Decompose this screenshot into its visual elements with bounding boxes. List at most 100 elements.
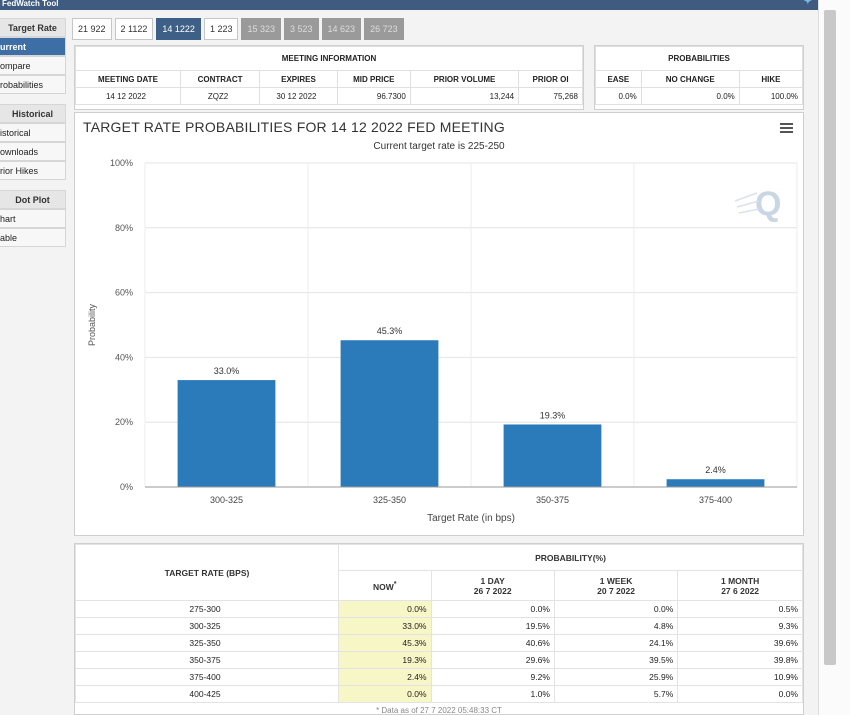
bar-value-label: 19.3% [540,410,566,420]
meeting-info-header: EXPIRES [259,70,338,88]
chart-menu-icon[interactable] [780,123,793,135]
rate-range-cell: 400-425 [75,685,339,703]
meeting-info-value: ZQZ2 [179,87,261,105]
y-tick-label: 40% [115,352,133,362]
meeting-info-title: MEETING INFORMATION [75,46,583,71]
probability-cell: 2.4% [338,668,432,686]
sidebar-item-dot-plot[interactable]: Dot Plot [0,190,66,209]
probability-cell: 5.7% [553,685,679,703]
sidebar-item-target-rate[interactable]: Target Rate [0,18,66,37]
tab-meeting-7[interactable]: 26 723 [364,18,404,40]
meeting-info-header: CONTRACT [179,70,261,88]
watermark-logo: Q [734,185,781,223]
bar [340,340,439,487]
x-axis-title: Target Rate (in bps) [427,513,515,524]
meeting-tabs: 21 922 2 1122 14 1222 1 223 15 323 3 523 14 62… [72,18,404,40]
column-date: 26 7 2022 [473,585,512,596]
chart-title: TARGET RATE PROBABILITIES FOR 14 12 2022… [83,119,505,135]
meeting-info-value: 96.7300 [336,87,411,105]
column-title: 1 WEEK [599,575,633,586]
tab-meeting-5[interactable]: 3 523 [284,18,319,40]
rate-range-cell: 275-300 [75,600,339,618]
meeting-info-header: PRIOR VOLUME [409,70,520,88]
twitter-icon[interactable]: ✦ [803,0,812,7]
probabilities-header: EASE [595,70,642,88]
probabilities-header: HIKE [738,70,804,88]
x-tick-label: 375-400 [699,495,732,505]
target-rate-header: TARGET RATE (BPS) [75,544,339,601]
sidebar-item-ompare[interactable]: ompare [0,56,66,75]
tab-meeting-1[interactable]: 2 1122 [114,18,154,40]
bar-chart: Q 0% 20% 40% 60% 80% 100% 33.0% 300-325 45.3% 325… [87,158,798,524]
sidebar: Target Rate urrent ompare robabilities Histo… [0,18,66,247]
probability-table-panel: TARGET RATE (BPS) PROBABILITY(%) NOW* 1 D… [74,543,804,715]
tab-meeting-2[interactable]: 14 1222 [156,18,201,40]
meeting-info-header: MEETING DATE [75,70,181,88]
probability-cell: 0.0% [430,600,555,618]
rate-range-cell: 350-375 [75,651,339,669]
y-tick-label: 100% [110,158,133,168]
y-tick-label: 80% [115,223,133,233]
y-tick-label: 0% [120,482,133,492]
sidebar-item-historical[interactable]: Historical [0,104,66,123]
meeting-info-header: MID PRICE [336,70,411,88]
app-header: FedWatch Tool ✦ [0,0,818,10]
column-date: 20 7 2022 [597,585,635,596]
sidebar-item-ownloads[interactable]: ownloads [0,142,66,161]
sidebar-item-robabilities[interactable]: robabilities [0,75,66,94]
probability-cell: 0.0% [677,685,803,703]
chart-subtitle: Current target rate is 225-250 [373,141,505,152]
meeting-info-header: PRIOR OI [518,70,583,88]
meeting-info-value: 30 12 2022 [259,87,338,105]
tab-meeting-6[interactable]: 14 623 [321,18,362,40]
x-tick-label: 325-350 [373,495,406,505]
rate-range-cell: 375-400 [75,668,339,686]
probability-cell: 19.3% [338,651,432,669]
sidebar-item-able[interactable]: able [0,228,66,247]
y-tick-label: 20% [115,417,133,427]
probability-cell: 24.1% [553,634,679,652]
probability-cell: 9.2% [430,668,555,686]
app-title: FedWatch Tool [2,0,59,8]
probability-cell: 4.8% [553,617,679,635]
column-title: 1 DAY [480,575,505,586]
probabilities-title: PROBABILITIES [595,46,803,71]
sidebar-item-urrent[interactable]: urrent [0,37,66,56]
bar-value-label: 2.4% [705,465,726,475]
tab-meeting-3[interactable]: 1 223 [203,18,239,40]
probability-column-header: NOW* [338,570,432,601]
scrollbar-thumb[interactable] [824,10,836,665]
bar [177,380,276,487]
meeting-info-value: 14 12 2022 [75,87,181,105]
probability-cell: 1.0% [430,685,555,703]
probability-cell: 45.3% [338,634,432,652]
probability-cell: 10.9% [677,668,803,686]
table-row: 350-375 19.3% 29.6% 39.5% 39.8% [75,651,803,669]
probability-cell: 39.8% [677,651,803,669]
meeting-info-value: 75,268 [518,87,583,105]
probability-cell: 19.5% [430,617,555,635]
bar [503,424,602,487]
table-row: 400-425 0.0% 1.0% 5.7% 0.0% [75,685,803,703]
probability-cell: 39.5% [553,651,679,669]
footnote-marker: * [393,579,397,588]
data-timestamp-note: * Data as of 27 7 2022 05:48:33 CT [376,706,502,715]
probability-column-header: 1 DAY 26 7 2022 [430,570,555,601]
y-tick-label: 60% [115,288,133,298]
probability-cell: 0.0% [338,685,432,703]
probabilities-panel: PROBABILITIES EASE NO CHANGE HIKE 0.0% 0.0%… [594,45,804,110]
sidebar-item-rior-hikes[interactable]: rior Hikes [0,161,66,180]
chart-panel: TARGET RATE PROBABILITIES FOR 14 12 2022… [74,112,804,536]
probability-cell: 0.0% [338,600,432,618]
tab-meeting-4[interactable]: 15 323 [241,18,281,40]
svg-text:Q: Q [755,185,781,223]
probability-cell: 40.6% [430,634,555,652]
sidebar-item-hart[interactable]: hart [0,209,66,228]
column-title: NOW [372,581,394,592]
probability-group-header: PROBABILITY(%) [338,544,803,571]
probability-cell: 29.6% [430,651,555,669]
sidebar-item-istorical[interactable]: istorical [0,123,66,142]
probability-cell: 25.9% [553,668,679,686]
table-row: 300-325 33.0% 19.5% 4.8% 9.3% [75,617,803,635]
tab-meeting-0[interactable]: 21 922 [72,18,112,40]
